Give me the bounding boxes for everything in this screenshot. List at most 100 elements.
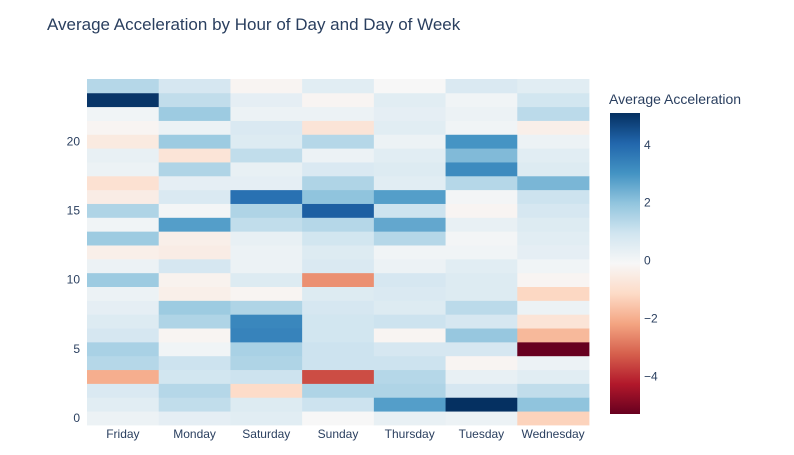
x-tick-label: Wednesday (522, 427, 585, 441)
heatmap-cell (230, 355, 303, 371)
heatmap-cell (158, 189, 231, 204)
heatmap-cell (158, 134, 231, 149)
heatmap-cell (230, 148, 303, 163)
heatmap-cell (302, 355, 375, 371)
heatmap-cell (87, 106, 160, 121)
x-tick-labels: Friday Monday Saturday Sunday Thursday Tuesda… (106, 427, 584, 441)
heatmap-cell (373, 383, 446, 398)
heatmap-cell (373, 92, 446, 108)
heatmap-cell (373, 328, 446, 343)
colorbar-ticks: −4 −2 0 2 4 (644, 138, 658, 384)
heatmap-cell (302, 328, 375, 343)
heatmap-cell (230, 397, 303, 412)
heatmap-cell (87, 286, 160, 301)
heatmap-cell (445, 341, 518, 357)
heatmap-cell (158, 286, 231, 301)
heatmap-cell (87, 92, 160, 108)
heatmap-cell (445, 397, 518, 412)
heatmap-cell (445, 203, 518, 218)
heatmap-cell (373, 258, 446, 274)
heatmap-cell (87, 175, 160, 191)
heatmap-cell (445, 286, 518, 301)
heatmap-cell (158, 341, 231, 357)
heatmap-cell (230, 411, 303, 426)
colorbar-tick-label: −2 (644, 312, 658, 326)
heatmap-cell (517, 328, 590, 343)
heatmap-cell (373, 369, 446, 384)
heatmap-cell (373, 203, 446, 218)
y-tick-labels: 0 5 10 15 20 (67, 134, 81, 425)
heatmap-cell (87, 203, 160, 218)
x-tick-label: Monday (173, 427, 216, 441)
heatmap-cell (87, 258, 160, 274)
heatmap-cell (517, 411, 590, 426)
heatmap-cell (445, 231, 518, 246)
heatmap-cell (158, 355, 231, 371)
heatmap-cell (87, 411, 160, 426)
heatmap-cell (517, 369, 590, 384)
heatmap-cell (230, 217, 303, 232)
heatmap-cell (158, 79, 231, 94)
heatmap-cell (445, 314, 518, 329)
colorbar-tick-label: 0 (644, 254, 651, 268)
heatmap-cell (373, 397, 446, 412)
heatmap-cell (302, 341, 375, 357)
heatmap-cell (158, 203, 231, 218)
heatmap-cell (373, 286, 446, 301)
heatmap-cell (302, 411, 375, 426)
x-tick-label: Friday (106, 427, 139, 441)
heatmap-cell (517, 148, 590, 163)
heatmap-cell (445, 134, 518, 149)
heatmap-cell (517, 217, 590, 232)
heatmap-cell (373, 245, 446, 260)
heatmap-cell (445, 148, 518, 163)
heatmap-cell (517, 341, 590, 357)
heatmap-cell (87, 79, 160, 94)
heatmap-cell (517, 258, 590, 274)
heatmap-cell (445, 328, 518, 343)
heatmap-cell (87, 148, 160, 163)
heatmap-cell (445, 92, 518, 108)
heatmap-cell (158, 231, 231, 246)
heatmap-cell (373, 272, 446, 287)
heatmap-cell (517, 286, 590, 301)
heatmap-cell (445, 411, 518, 426)
heatmap-cell (517, 397, 590, 412)
heatmap-cell (517, 314, 590, 329)
heatmap-cell (373, 79, 446, 94)
heatmap-cell (230, 369, 303, 384)
x-tick-label: Thursday (385, 427, 435, 441)
heatmap-cell (158, 397, 231, 412)
heatmap-cell (373, 134, 446, 149)
heatmap-cell (302, 300, 375, 315)
heatmap-cell (158, 148, 231, 163)
heatmap-cell (87, 369, 160, 384)
heatmap-cell (445, 189, 518, 204)
colorbar-title: Average Acceleration (609, 91, 741, 107)
heatmap-cell (230, 231, 303, 246)
heatmap-cell (373, 355, 446, 371)
heatmap-cell (373, 120, 446, 135)
heatmap-cell (517, 383, 590, 398)
y-tick-label: 10 (67, 273, 81, 287)
heatmap-cell (445, 175, 518, 191)
heatmap-cell (302, 162, 375, 177)
heatmap-cell (373, 162, 446, 177)
heatmap-cell (302, 120, 375, 135)
heatmap-cell (158, 300, 231, 315)
heatmap-cell (373, 300, 446, 315)
heatmap-cell (302, 272, 375, 287)
heatmap-cell (302, 203, 375, 218)
heatmap-cell (302, 217, 375, 232)
heatmap-cell (230, 120, 303, 135)
heatmap-cell (302, 369, 375, 384)
heatmap-cell (158, 314, 231, 329)
heatmap-cell (302, 79, 375, 94)
heatmap-cell (230, 162, 303, 177)
y-tick-label: 20 (67, 134, 81, 148)
x-tick-label: Saturday (242, 427, 290, 441)
heatmap-cell (302, 106, 375, 121)
heatmap-cell (230, 272, 303, 287)
y-tick-label: 15 (67, 204, 81, 218)
